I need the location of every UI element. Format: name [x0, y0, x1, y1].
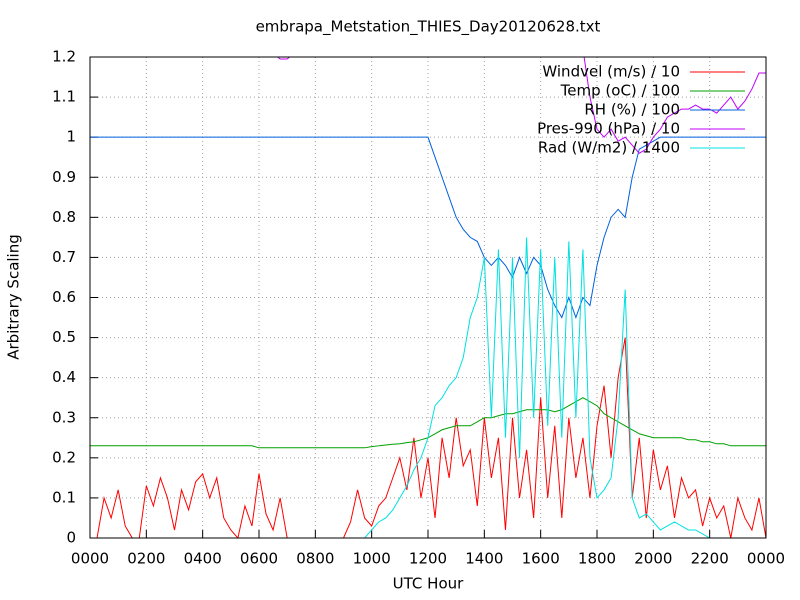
- x-tick-label: 0000: [71, 550, 109, 568]
- y-tick-label: 0.7: [52, 248, 76, 266]
- x-tick-label: 0800: [296, 550, 334, 568]
- x-tick-label: 0200: [127, 550, 165, 568]
- chart-title: embrapa_Metstation_THIES_Day20120628.txt: [256, 18, 601, 37]
- legend-label: Windvel (m/s) / 10: [542, 63, 680, 81]
- y-tick-label: 0.5: [52, 328, 76, 346]
- y-tick-label: 0.8: [52, 208, 76, 226]
- x-tick-label: 2200: [691, 550, 729, 568]
- x-tick-label: 0600: [240, 550, 278, 568]
- x-tick-label: 1400: [465, 550, 503, 568]
- y-axis-label: Arbitrary Scaling: [5, 234, 23, 360]
- legend-label: Temp (oC) / 100: [560, 82, 680, 100]
- legend-label: RH (%) / 100: [584, 101, 680, 119]
- y-tick-label: 0.3: [52, 408, 76, 426]
- y-tick-label: 0.9: [52, 168, 76, 186]
- legend-label: Pres-990 (hPa) / 10: [537, 120, 680, 138]
- x-tick-label: 0400: [184, 550, 222, 568]
- y-tick-label: 0.6: [52, 288, 76, 306]
- plot-area: [90, 57, 766, 538]
- y-tick-label: 1.2: [52, 48, 76, 66]
- series-line: [277, 57, 766, 154]
- y-tick-label: 0.2: [52, 448, 76, 466]
- x-tick-label: 1200: [409, 550, 447, 568]
- y-tick-label: 0: [66, 529, 76, 547]
- y-tick-label: 1.1: [52, 88, 76, 106]
- series-line: [90, 237, 766, 538]
- x-tick-label: 0000: [747, 550, 785, 568]
- plot-border: [89, 56, 767, 539]
- x-tick-label: 2000: [634, 550, 672, 568]
- x-axis-label: UTC Hour: [393, 575, 464, 593]
- x-tick-label: 1800: [578, 550, 616, 568]
- y-tick-label: 1: [66, 128, 76, 146]
- series-line: [90, 136, 766, 320]
- x-tick-label: 1000: [353, 550, 391, 568]
- y-tick-label: 0.4: [52, 368, 76, 386]
- y-tick-label: 0.1: [52, 488, 76, 506]
- series-line: [90, 337, 766, 538]
- x-tick-label: 1600: [522, 550, 560, 568]
- legend-label: Rad (W/m2) / 1400: [538, 139, 680, 157]
